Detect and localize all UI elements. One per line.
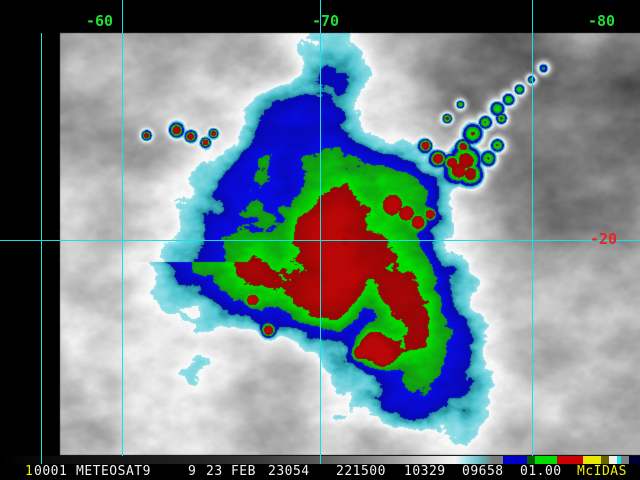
colorbar-segment — [481, 456, 493, 464]
satellite-name-label: METEOSAT9 — [76, 464, 151, 479]
resolution-label: 01.00 — [520, 464, 562, 479]
colorbar-segment — [527, 456, 535, 464]
colorbar-tick — [41, 456, 42, 464]
colorbar-segment — [435, 456, 455, 464]
colorbar-segment — [583, 456, 601, 464]
colorbar-segment — [455, 456, 467, 464]
colorbar-segment — [503, 456, 527, 464]
satellite-image-region[interactable]: -60 -70 -80 -20 — [0, 0, 640, 456]
colorbar-segment — [60, 456, 120, 464]
element-coord-label: 09658 — [462, 464, 504, 479]
colorbar-segment — [621, 456, 629, 464]
colorbar-segment — [467, 456, 481, 464]
colorbar-segment — [629, 456, 640, 464]
colorbar-segment — [609, 456, 617, 464]
colorbar-segment — [120, 456, 200, 464]
julian-day-label: 23054 — [268, 464, 310, 479]
colorbar-segment — [601, 456, 609, 464]
date-label: 23 FEB — [206, 464, 256, 479]
colorbar-segment — [410, 456, 435, 464]
status-annotation-bar: 1 0001 METEOSAT9 9 23 FEB 23054 221500 1… — [0, 464, 640, 480]
colorbar-segment — [617, 456, 621, 464]
frame-digit-label: 1 — [25, 464, 34, 479]
satellite-image-canvas[interactable] — [0, 0, 640, 456]
colorbar-segment — [380, 456, 410, 464]
time-utc-label: 221500 — [336, 464, 386, 479]
frame-id-label: 0001 — [34, 464, 68, 479]
colorbar-segment — [557, 456, 583, 464]
line-coord-label: 10329 — [404, 464, 446, 479]
mcidas-brand-label: McIDAS — [577, 464, 627, 479]
colorbar-segment — [200, 456, 260, 464]
colorbar-segment — [340, 456, 380, 464]
colorbar-tick — [320, 456, 321, 464]
band-label: 9 — [188, 464, 197, 479]
colorbar-segment — [0, 456, 60, 464]
colorbar-segment — [493, 456, 503, 464]
colorbar-segment — [535, 456, 557, 464]
colorbar-segment — [260, 456, 300, 464]
